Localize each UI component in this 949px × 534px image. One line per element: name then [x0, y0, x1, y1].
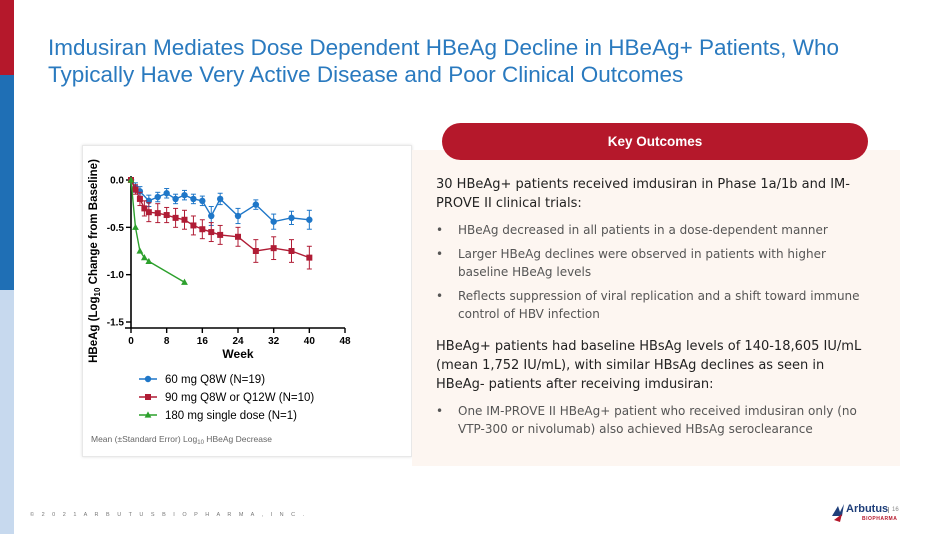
chart-container: HBeAg (Log10 Change from Baseline) 0.0 -0… — [82, 145, 412, 457]
data-point — [154, 210, 161, 217]
legend-marker — [145, 394, 151, 400]
x-tick-label: 8 — [164, 336, 170, 347]
x-tick-label: 24 — [232, 336, 244, 347]
data-point — [199, 197, 206, 205]
data-point — [288, 248, 295, 254]
section2-heading: HBeAg+ patients had baseline HBsAg level… — [436, 339, 862, 392]
caption-sub: 10 — [197, 440, 204, 446]
x-axis-label: Week — [222, 347, 253, 361]
data-point — [306, 216, 313, 223]
chart-series — [127, 176, 313, 285]
data-point — [199, 226, 206, 233]
chart-caption: Mean (±Standard Error) Log10 HBeAg Decre… — [91, 434, 272, 446]
section1-heading: 30 HBeAg+ patients received imdusiran in… — [436, 177, 850, 211]
data-point — [190, 222, 197, 229]
legend-label: 180 mg single dose (N=1) — [165, 410, 297, 422]
data-point — [181, 216, 188, 223]
logo-name: Arbutus — [846, 503, 889, 515]
data-point — [306, 254, 313, 261]
data-point — [288, 214, 295, 222]
data-point — [172, 214, 179, 221]
data-point — [208, 212, 215, 220]
data-point — [163, 212, 170, 219]
arbutus-logo-icon — [832, 504, 844, 522]
data-point — [145, 209, 152, 216]
section1-bullet-3: Reflects suppression of viral replicatio… — [436, 287, 876, 323]
x-tick-label: 32 — [268, 336, 280, 347]
chart-axes: 0.0 -0.5 -1.0 -1.50 8 16 24 32 40 48 Week — [107, 176, 351, 362]
x-tick-label: 0 — [128, 336, 134, 347]
y-tick-label: -1.5 — [107, 318, 125, 329]
section2-bullets: One IM-PROVE II HBeAg+ patient who recei… — [436, 402, 876, 438]
y-tick-label: -0.5 — [107, 223, 125, 234]
y-axis-label: HBeAg (Log10 Change from Baseline) — [88, 159, 102, 363]
caption-text: Mean (±Standard Error) Log10 HBeAg Decre… — [91, 434, 272, 446]
legend-label: 90 mg Q8W or Q12W (N=10) — [165, 392, 314, 404]
page-number: 16 — [888, 507, 899, 513]
series-3 — [127, 176, 188, 285]
legend-marker — [144, 375, 152, 383]
slide-title: Imdusiran Mediates Dose Dependent HBeAg … — [48, 35, 840, 87]
data-point — [154, 193, 161, 201]
sidebar-lightblue-block — [0, 290, 14, 534]
chart-legend: 60 mg Q8W (N=19) 90 mg Q8W or Q12W (N=10)… — [139, 374, 314, 422]
key-outcomes-text: 30 HBeAg+ patients received imdusiran in… — [436, 175, 876, 444]
data-point — [140, 254, 148, 261]
chart-svg: HBeAg (Log10 Change from Baseline) 0.0-0… — [88, 159, 351, 446]
series-2 — [128, 177, 313, 270]
y-label-part: Change from Baseline) — [88, 159, 100, 288]
sidebar-stripe — [0, 0, 14, 534]
copyright-footer: © 2 0 2 1 A R B U T U S B I O P H A R M … — [30, 512, 308, 518]
key-outcomes-header: Key Outcomes — [442, 123, 868, 160]
y-label-part: HBeAg (Log — [88, 296, 100, 362]
series-line — [130, 179, 185, 283]
data-point — [216, 195, 224, 203]
data-point — [181, 191, 188, 199]
data-point — [181, 278, 188, 285]
data-point — [235, 233, 241, 240]
data-point — [127, 176, 135, 183]
data-point — [270, 245, 277, 252]
section1-bullet-1: HBeAg decreased in all patients in a dos… — [436, 221, 876, 239]
data-point — [190, 195, 197, 203]
data-point — [132, 223, 139, 230]
data-point — [234, 212, 242, 220]
data-point — [252, 248, 259, 254]
x-tick-label: 16 — [197, 336, 209, 347]
y-tick-label: -1.0 — [107, 270, 125, 281]
data-point — [132, 186, 139, 193]
data-point — [136, 195, 143, 202]
caption-part: HBeAg Decrease — [204, 434, 272, 444]
legend-label: 60 mg Q8W (N=19) — [165, 374, 265, 386]
data-point — [217, 231, 224, 238]
section2-bullet-1: One IM-PROVE II HBeAg+ patient who recei… — [436, 402, 876, 438]
data-point — [208, 229, 215, 236]
sidebar-red-block — [0, 0, 14, 75]
section1-bullets: HBeAg decreased in all patients in a dos… — [436, 221, 876, 323]
data-point — [172, 195, 179, 203]
data-point — [252, 201, 260, 208]
data-point — [270, 218, 277, 225]
data-point — [136, 247, 144, 254]
y-tick-label: 0.0 — [110, 176, 124, 187]
x-tick-label: 40 — [304, 336, 316, 347]
caption-part: Mean (±Standard Error) Log — [91, 434, 198, 444]
y-axis-label-text: HBeAg (Log10 Change from Baseline) — [88, 159, 102, 363]
sidebar-blue-block — [0, 75, 14, 290]
series-1 — [127, 176, 313, 230]
logo-subtitle: BIOPHARMA — [862, 516, 898, 522]
data-point — [145, 257, 153, 265]
legend-marker — [144, 411, 152, 418]
data-point — [163, 190, 170, 197]
x-tick-label: 48 — [339, 336, 351, 347]
data-point — [141, 205, 148, 212]
section1-bullet-2: Larger HBeAg declines were observed in p… — [436, 245, 876, 281]
y-label-sub: 10 — [93, 287, 102, 296]
